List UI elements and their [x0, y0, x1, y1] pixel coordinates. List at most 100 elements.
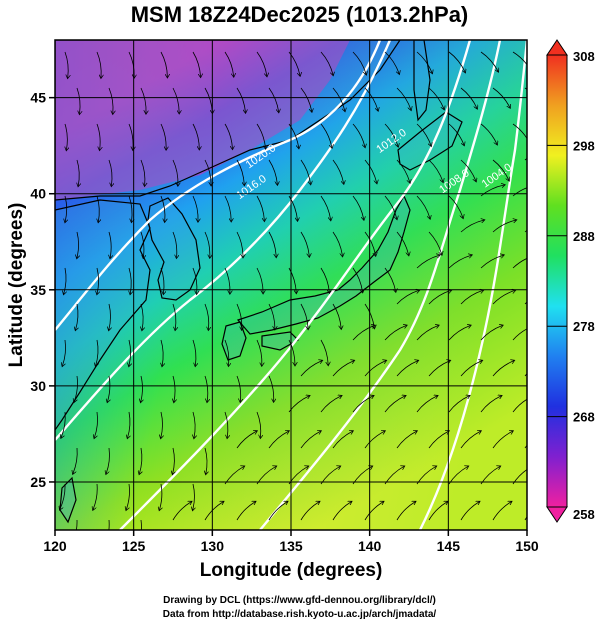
- streamline: [524, 301, 527, 305]
- streamline: [140, 519, 142, 530]
- y-tick-label: 35: [30, 282, 46, 298]
- colorbar-min-triangle: [546, 506, 568, 523]
- streamline: [460, 220, 484, 233]
- streamline: [256, 339, 262, 366]
- streamline: [364, 159, 377, 183]
- streamline: [65, 123, 67, 150]
- streamline: [192, 267, 197, 294]
- streamline: [193, 411, 195, 438]
- streamline: [300, 361, 322, 377]
- streamline: [300, 502, 319, 521]
- streamline: [204, 502, 223, 521]
- streamline: [492, 290, 515, 305]
- colorbar: 258 268 278 288 298 308: [546, 39, 595, 523]
- streamline: [236, 431, 257, 449]
- streamline: [204, 159, 211, 185]
- streamline: [364, 431, 385, 449]
- streamline: [108, 87, 113, 114]
- streamline: [109, 231, 111, 258]
- data-credit: Data from http://database.rish.kyoto-u.a…: [162, 609, 437, 620]
- isobar-1016: [55, 40, 392, 441]
- streamline: [192, 51, 201, 77]
- isobar-1004: [418, 40, 527, 530]
- streamline: [64, 267, 66, 294]
- lat-lon-grid: [55, 40, 527, 530]
- streamline: [288, 195, 298, 221]
- streamline: [94, 411, 98, 438]
- colorbar-tick-label: 278: [573, 319, 595, 334]
- streamline: [416, 195, 430, 219]
- streamline: [160, 195, 165, 222]
- streamline: [428, 502, 447, 521]
- streamline: [128, 411, 130, 438]
- streamline: [236, 231, 243, 257]
- streamline: [268, 303, 275, 329]
- streamline: [416, 255, 440, 269]
- streamline: [236, 159, 244, 185]
- streamline: [268, 502, 287, 521]
- streamline: [480, 325, 503, 341]
- streamline: [77, 159, 79, 186]
- colorbar-ticks: 258 268 278 288 298 308: [547, 49, 595, 522]
- streamline: [416, 396, 437, 413]
- streamline: [140, 231, 144, 258]
- streamline: [204, 303, 209, 330]
- x-axis: 120 125 130 135 140 145 150: [43, 530, 539, 554]
- streamline: [332, 502, 351, 521]
- streamline: [268, 375, 274, 402]
- streamline: [460, 159, 476, 181]
- streamline: [268, 231, 276, 257]
- streamline: [524, 516, 527, 521]
- streamline: [396, 361, 418, 377]
- streamline: [332, 231, 343, 256]
- streamline: [74, 375, 78, 402]
- korea-peninsula: [147, 197, 201, 301]
- streamline: [172, 502, 191, 521]
- streamline: [352, 51, 366, 74]
- streamline: [77, 231, 79, 258]
- streamline: [300, 431, 321, 449]
- streamline: [460, 431, 481, 449]
- streamline: [384, 396, 405, 413]
- streamline: [352, 123, 365, 147]
- streamline: [60, 483, 66, 510]
- streamline: [448, 255, 472, 269]
- streamline: [364, 361, 386, 377]
- streamline: [172, 303, 176, 330]
- streamline: [448, 195, 463, 218]
- colorbar-tick-label: 268: [573, 410, 595, 425]
- streamline: [320, 123, 332, 148]
- isobar-1012: [119, 40, 472, 530]
- streamline: [492, 361, 514, 377]
- streamline: [76, 519, 78, 530]
- x-tick-label: 150: [515, 538, 539, 554]
- streamline: [332, 361, 354, 377]
- streamline: [512, 123, 527, 144]
- streamline: [268, 431, 289, 449]
- streamline: [140, 159, 145, 186]
- streamline: [192, 195, 198, 222]
- streamline: [73, 447, 78, 474]
- streamline: [128, 123, 133, 150]
- streamline: [192, 123, 199, 149]
- streamline: [428, 431, 449, 449]
- streamline: [332, 159, 344, 184]
- y-tick-label: 40: [30, 186, 46, 202]
- streamline: [268, 87, 279, 112]
- streamline: [428, 231, 442, 255]
- streamline: [76, 87, 80, 114]
- streamline: [128, 51, 134, 78]
- streamline: [460, 290, 483, 305]
- streamline: [236, 303, 242, 330]
- y-tick-label: 25: [30, 474, 46, 490]
- streamline: [480, 396, 501, 413]
- x-tick-label: 145: [437, 538, 461, 554]
- streamline: [300, 303, 308, 329]
- streamline: [126, 483, 130, 510]
- streamline: [460, 361, 482, 377]
- streamline: [224, 123, 233, 149]
- streamline: [76, 303, 78, 330]
- streamline: [129, 267, 131, 294]
- x-tick-label: 130: [201, 538, 225, 554]
